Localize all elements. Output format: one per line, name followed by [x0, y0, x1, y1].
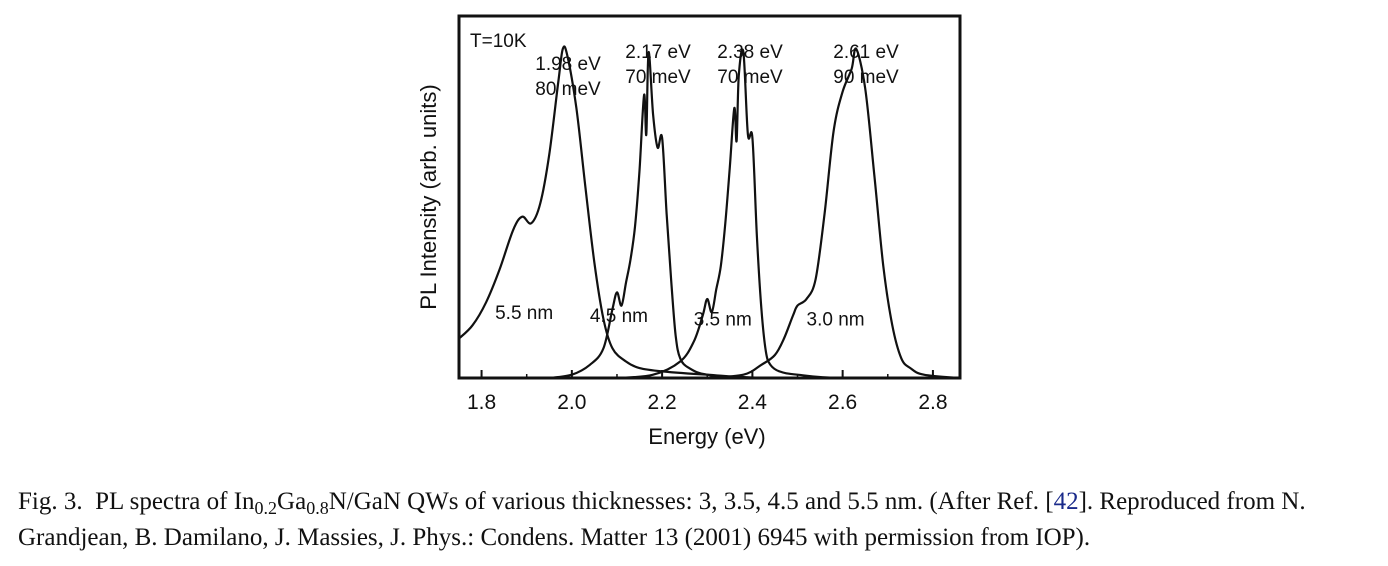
peak-width-label: 80 meV [535, 79, 601, 100]
y-axis-label: PL Intensity (arb. units) [416, 84, 441, 309]
peak-energy-label: 2.17 eV [625, 42, 691, 63]
x-axis-label: Energy (eV) [648, 424, 765, 449]
peak-energy-label: 2.38 eV [717, 42, 783, 63]
temperature-label: T=10K [470, 31, 527, 52]
caption-sub-2: 0.8 [306, 498, 329, 518]
x-tick-label: 2.2 [648, 391, 677, 414]
caption-text-3: N/GaN QWs of various thicknesses: 3, 3.5… [328, 488, 1054, 515]
x-tick-label: 2.8 [918, 391, 947, 414]
figure-caption: Fig. 3. PL spectra of In0.2Ga0.8N/GaN QW… [18, 484, 1378, 556]
series-line-4-5-nm [549, 51, 961, 380]
series-label-3-0-nm: 3.0 nm [807, 309, 865, 330]
x-tick-label: 1.8 [467, 391, 496, 414]
pl-spectra-chart: 1.8 2.0 2.2 2.4 2.6 2.8 Energy (eV) PL Intens… [416, 14, 962, 449]
caption-sub-1: 0.2 [254, 498, 278, 518]
series-label-3-5-nm: 3.5 nm [694, 309, 752, 330]
peak-width-label: 90 meV [833, 67, 899, 88]
plot-layer [458, 45, 961, 380]
x-tick-label: 2.0 [557, 391, 586, 414]
plot-frame [457, 14, 962, 380]
caption-text-1: PL spectra of In [95, 488, 255, 515]
series-label-4-5-nm: 4.5 nm [590, 306, 648, 327]
caption-fig-label: Fig. 3. [18, 488, 83, 515]
peak-width-label: 70 meV [625, 67, 691, 88]
series-line-3-0-nm [707, 47, 961, 380]
x-tick-label: 2.6 [828, 391, 857, 414]
caption-text-2: Ga [277, 488, 307, 515]
label-layer: 1.98 eV 80 meV 5.5 nm 2.17 eV 70 meV 4.5 nm 2.… [495, 42, 899, 330]
peak-energy-label: 2.61 eV [833, 42, 899, 63]
series-line-3-5-nm [616, 48, 961, 380]
x-tick-label: 2.4 [738, 391, 768, 414]
tick-layer: 1.8 2.0 2.2 2.4 2.6 2.8 [467, 370, 948, 414]
caption-ref-link[interactable]: 42 [1053, 488, 1079, 515]
series-label-5-5-nm: 5.5 nm [495, 303, 553, 324]
peak-width-label: 70 meV [717, 67, 783, 88]
peak-energy-label: 1.98 eV [535, 54, 601, 75]
caption-text-4: ]. Reproduced from N. Grandjean, B. Dami… [18, 488, 1306, 551]
